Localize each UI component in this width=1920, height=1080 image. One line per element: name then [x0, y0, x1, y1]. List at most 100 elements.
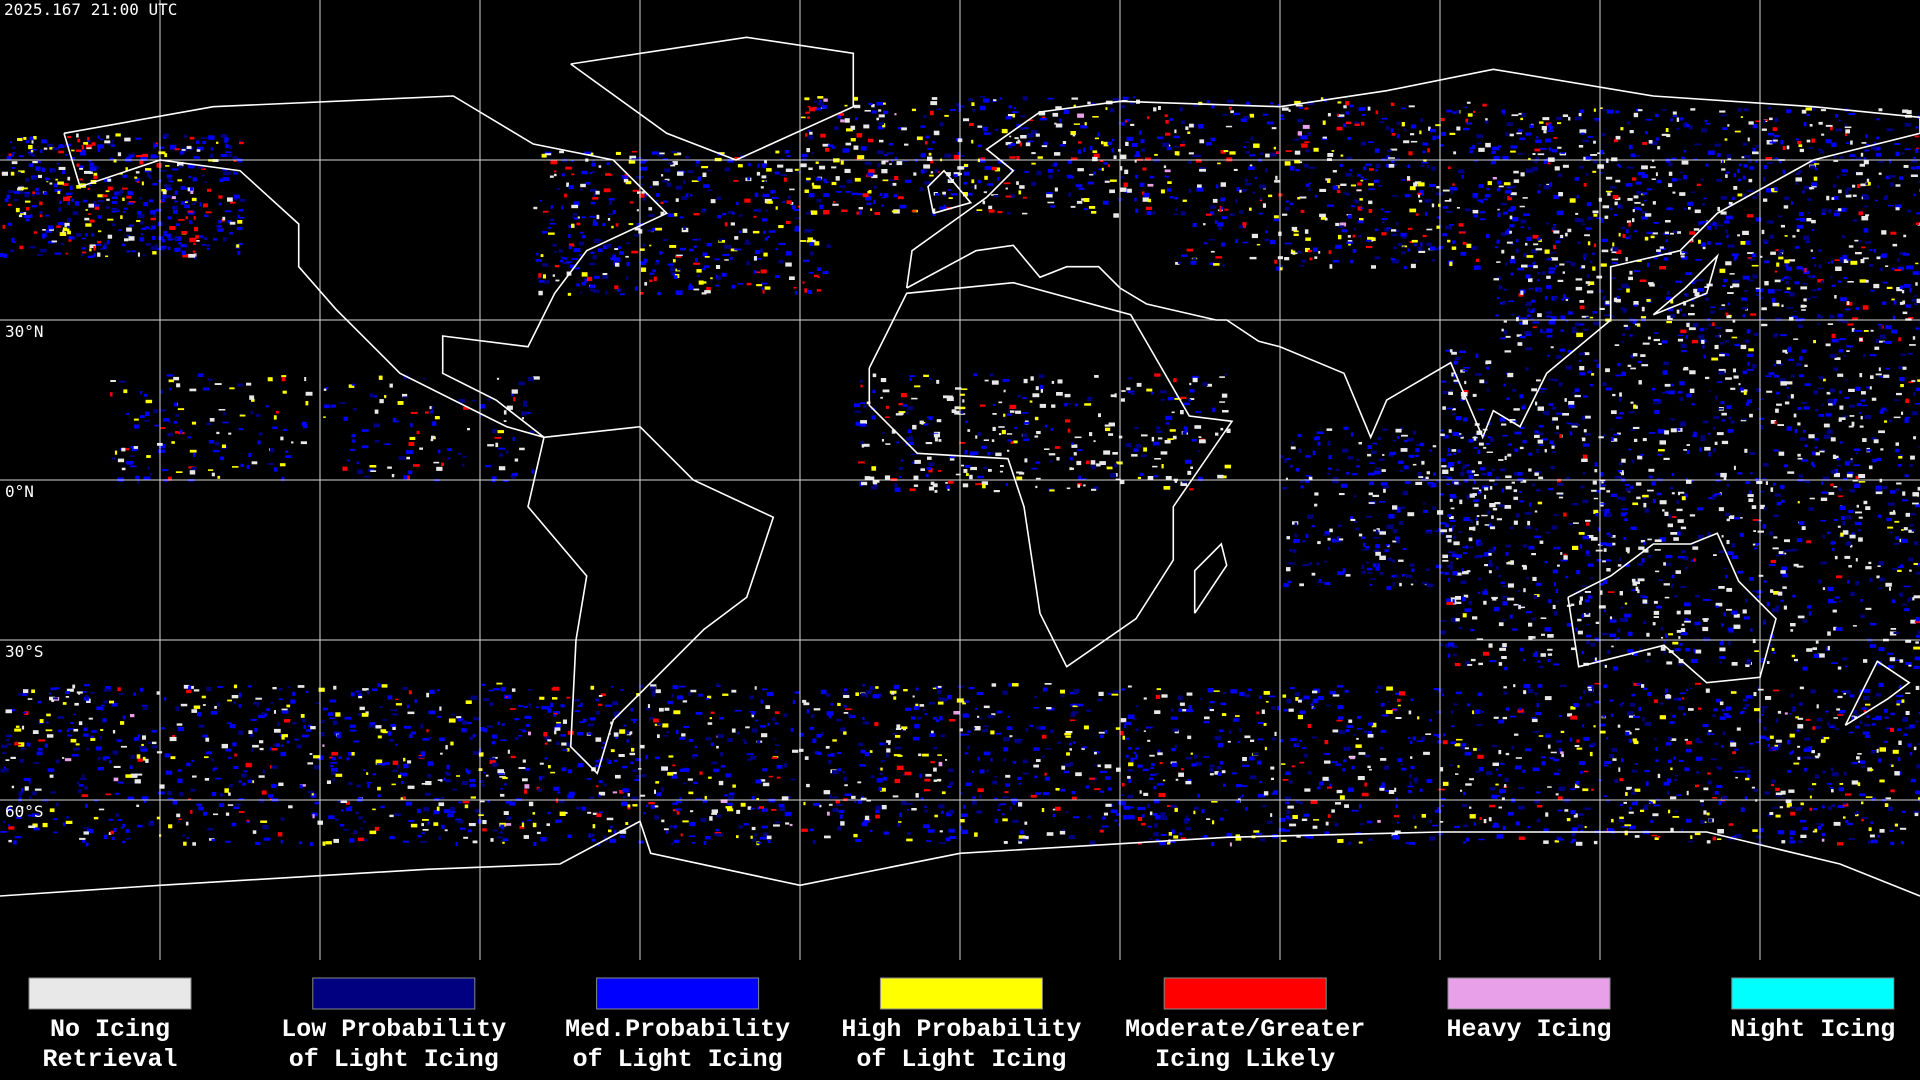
icing-pixel: [622, 175, 629, 178]
icing-pixel: [1294, 159, 1301, 164]
icing-pixel: [151, 225, 156, 230]
icing-pixel: [1581, 315, 1589, 318]
icing-pixel: [761, 218, 768, 222]
icing-pixel: [967, 192, 973, 196]
icing-pixel: [714, 258, 720, 261]
icing-pixel: [736, 202, 739, 206]
icing-pixel: [1725, 715, 1731, 718]
icing-pixel: [754, 719, 759, 722]
icing-pixel: [1107, 787, 1112, 791]
icing-pixel: [703, 841, 707, 845]
icing-pixel: [326, 780, 331, 784]
icing-pixel: [314, 765, 319, 770]
icing-pixel: [1631, 693, 1636, 697]
icing-pixel: [71, 754, 79, 757]
icing-pixel: [680, 833, 683, 837]
icing-pixel: [693, 245, 697, 248]
icing-pixel: [544, 742, 548, 745]
icing-pixel: [524, 784, 530, 789]
icing-pixel: [355, 811, 359, 815]
icing-pixel: [1192, 104, 1199, 107]
icing-pixel: [766, 691, 773, 697]
icing-pixel: [589, 288, 596, 292]
icing-pixel: [886, 748, 891, 753]
icing-pixel: [233, 172, 239, 175]
icing-pixel: [1293, 233, 1299, 236]
icing-pixel: [1120, 730, 1124, 736]
icing-pixel: [123, 211, 126, 213]
icing-pixel: [182, 254, 190, 258]
icing-pixel: [572, 213, 577, 216]
icing-pixel: [29, 138, 34, 140]
icing-pixel: [1715, 791, 1718, 795]
icing-pixel: [1055, 123, 1063, 128]
icing-pixel: [377, 683, 381, 687]
icing-pixel: [648, 802, 655, 805]
icing-pixel: [134, 779, 141, 784]
icing-pixel: [1375, 169, 1378, 172]
icing-pixel: [1157, 783, 1164, 786]
icing-pixel: [1338, 716, 1344, 720]
icing-pixel: [823, 210, 830, 215]
icing-pixel: [16, 816, 22, 819]
icing-pixel: [702, 799, 708, 803]
icing-pixel: [57, 190, 61, 194]
icing-pixel: [598, 811, 603, 814]
icing-pixel: [1875, 693, 1881, 697]
icing-pixel: [1362, 114, 1366, 116]
icing-pixel: [1741, 156, 1745, 159]
icing-pixel: [821, 732, 824, 737]
icing-pixel: [823, 193, 830, 197]
icing-pixel: [724, 259, 729, 261]
icing-pixel: [111, 201, 117, 204]
icing-pixel: [1408, 105, 1415, 108]
icing-pixel: [1009, 806, 1012, 811]
icing-pixel: [734, 248, 742, 251]
icing-pixel: [587, 732, 593, 735]
icing-pixel: [630, 731, 633, 735]
icing-pixel: [1380, 758, 1387, 761]
icing-pixel: [1731, 836, 1736, 838]
icing-pixel: [1220, 150, 1226, 154]
icing-pixel: [488, 689, 494, 692]
icing-pixel: [1642, 717, 1645, 722]
icing-pixel: [1414, 779, 1418, 784]
icing-pixel: [1558, 715, 1563, 718]
icing-pixel: [1594, 700, 1601, 704]
icing-pixel: [1219, 206, 1222, 209]
icing-pixel: [1248, 756, 1255, 761]
icing-pixel: [927, 148, 933, 150]
icing-pixel: [808, 229, 814, 231]
icing-pixel: [1466, 101, 1471, 104]
icing-pixel: [1271, 127, 1277, 130]
icing-pixel: [1655, 747, 1658, 751]
icing-pixel: [1213, 263, 1220, 266]
icing-pixel: [1104, 764, 1112, 769]
icing-pixel: [1022, 772, 1029, 775]
icing-pixel: [957, 166, 965, 170]
icing-pixel: [1377, 820, 1381, 823]
icing-pixel: [802, 281, 805, 284]
icing-pixel: [1181, 120, 1186, 124]
icing-pixel: [1162, 779, 1166, 782]
icing-pixel: [1831, 772, 1839, 777]
icing-pixel: [1054, 122, 1057, 125]
icing-pixel: [1825, 139, 1832, 144]
icing-pixel: [1400, 232, 1407, 237]
icing-pixel: [815, 177, 822, 181]
icing-pixel: [1157, 136, 1163, 140]
icing-pixel: [1896, 694, 1904, 697]
icing-pixel: [8, 824, 11, 827]
icing-pixel: [837, 115, 841, 119]
icing-pixel: [752, 230, 760, 234]
icing-pixel: [1879, 779, 1885, 783]
icing-pixel: [1773, 689, 1780, 692]
icing-pixel: [1295, 800, 1300, 804]
icing-pixel: [1892, 243, 1898, 247]
icing-pixel: [580, 183, 586, 188]
icing-pixel: [716, 745, 719, 749]
icing-pixel: [205, 737, 210, 742]
icing-pixel: [1583, 257, 1586, 261]
icing-pixel: [1295, 697, 1299, 701]
icing-pixel: [994, 818, 998, 824]
